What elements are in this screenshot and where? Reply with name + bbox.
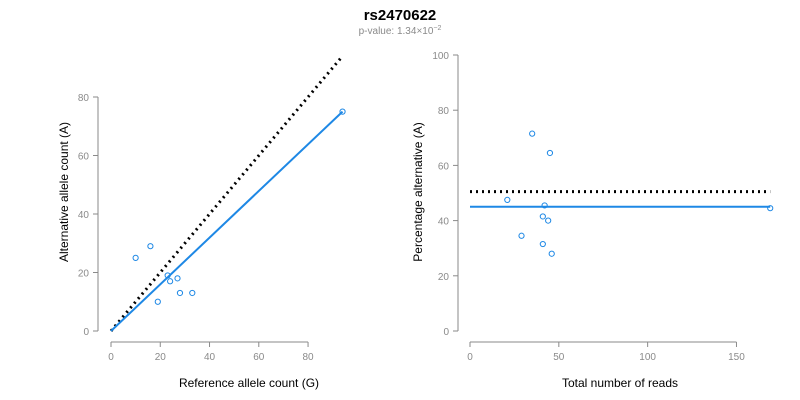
y-tick-label: 80	[78, 93, 90, 104]
pvalue-text: p-value: 1.34×10−2	[359, 25, 442, 37]
y-tick-label: 60	[78, 152, 90, 163]
y-tick-label: 0	[83, 327, 89, 338]
data-point	[529, 130, 536, 137]
y-tick-label: 20	[78, 269, 90, 280]
x-tick-label: 50	[553, 352, 565, 363]
panel-allele-counts: Reference allele count (G) Alternative a…	[57, 55, 346, 390]
y-tick-label: 40	[438, 217, 450, 228]
data-point	[767, 205, 774, 212]
data-point	[548, 250, 555, 257]
y-tick-label: 80	[438, 106, 450, 117]
reference-line	[109, 55, 344, 332]
x-axis-label: Total number of reads	[562, 376, 678, 390]
y-axis-label: Alternative allele count (A)	[57, 122, 71, 262]
data-point	[132, 254, 139, 261]
x-tick-label: 150	[728, 352, 745, 363]
data-point	[539, 213, 546, 220]
x-tick-label: 60	[253, 352, 265, 363]
x-axis-label: Reference allele count (G)	[179, 376, 319, 390]
data-point	[541, 202, 548, 209]
x-tick-label: 40	[204, 352, 216, 363]
x-tick-label: 80	[302, 352, 314, 363]
panel-percentage-alternative: Total number of reads Percentage alterna…	[411, 51, 774, 390]
x-tick-label: 0	[108, 352, 114, 363]
pvalue-multiplier: ×10	[416, 26, 433, 37]
y-tick-label: 40	[78, 210, 90, 221]
pvalue-exponent: −2	[433, 25, 441, 32]
y-tick-label: 0	[443, 327, 449, 338]
chart-title: rs2470622	[364, 7, 437, 24]
data-point	[518, 232, 525, 239]
fit-line	[110, 110, 344, 332]
data-point	[539, 240, 546, 248]
data-point	[164, 272, 171, 279]
data-point	[167, 278, 174, 285]
data-point	[545, 217, 552, 224]
y-tick-label: 60	[438, 161, 450, 172]
y-tick-label: 20	[438, 272, 450, 283]
data-point	[174, 275, 181, 282]
x-tick-label: 0	[467, 352, 473, 363]
pvalue-prefix: p-value: 1.34	[359, 26, 417, 37]
x-tick-label: 100	[639, 352, 656, 363]
x-tick-label: 20	[155, 352, 167, 363]
data-point	[546, 149, 554, 157]
data-point	[339, 108, 346, 115]
data-point	[147, 243, 154, 250]
data-point	[176, 289, 184, 297]
data-point	[154, 298, 161, 305]
data-point	[189, 289, 196, 297]
data-point	[504, 196, 511, 203]
y-tick-label: 100	[432, 51, 449, 62]
y-axis-label: Percentage alternative (A)	[411, 122, 425, 261]
